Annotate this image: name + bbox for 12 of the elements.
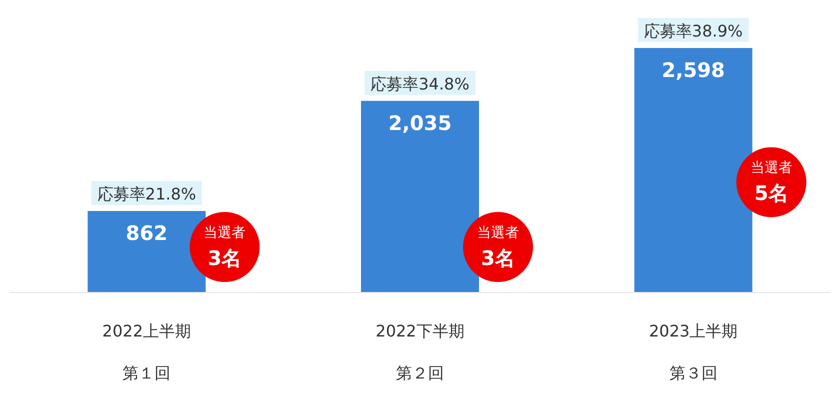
data-label: 2,035 — [388, 110, 452, 135]
category-label: 2023上半期第３回 — [648, 322, 738, 382]
data-label: 2,598 — [662, 58, 725, 82]
data-label: 862 — [126, 221, 168, 246]
text: 応募率38.9% — [644, 22, 743, 40]
annotation: 当選者 3名 — [477, 225, 519, 270]
category-label: 2022上半期第１回 — [102, 322, 192, 382]
annotation: 当選者 3名 — [204, 225, 246, 270]
annotation: 応募率21.8% — [97, 184, 196, 204]
category-label: 2022下半期第２回 — [376, 322, 464, 382]
annotation: 当選者 5名 — [750, 160, 792, 206]
annotation: 応募率34.8% — [370, 74, 470, 94]
